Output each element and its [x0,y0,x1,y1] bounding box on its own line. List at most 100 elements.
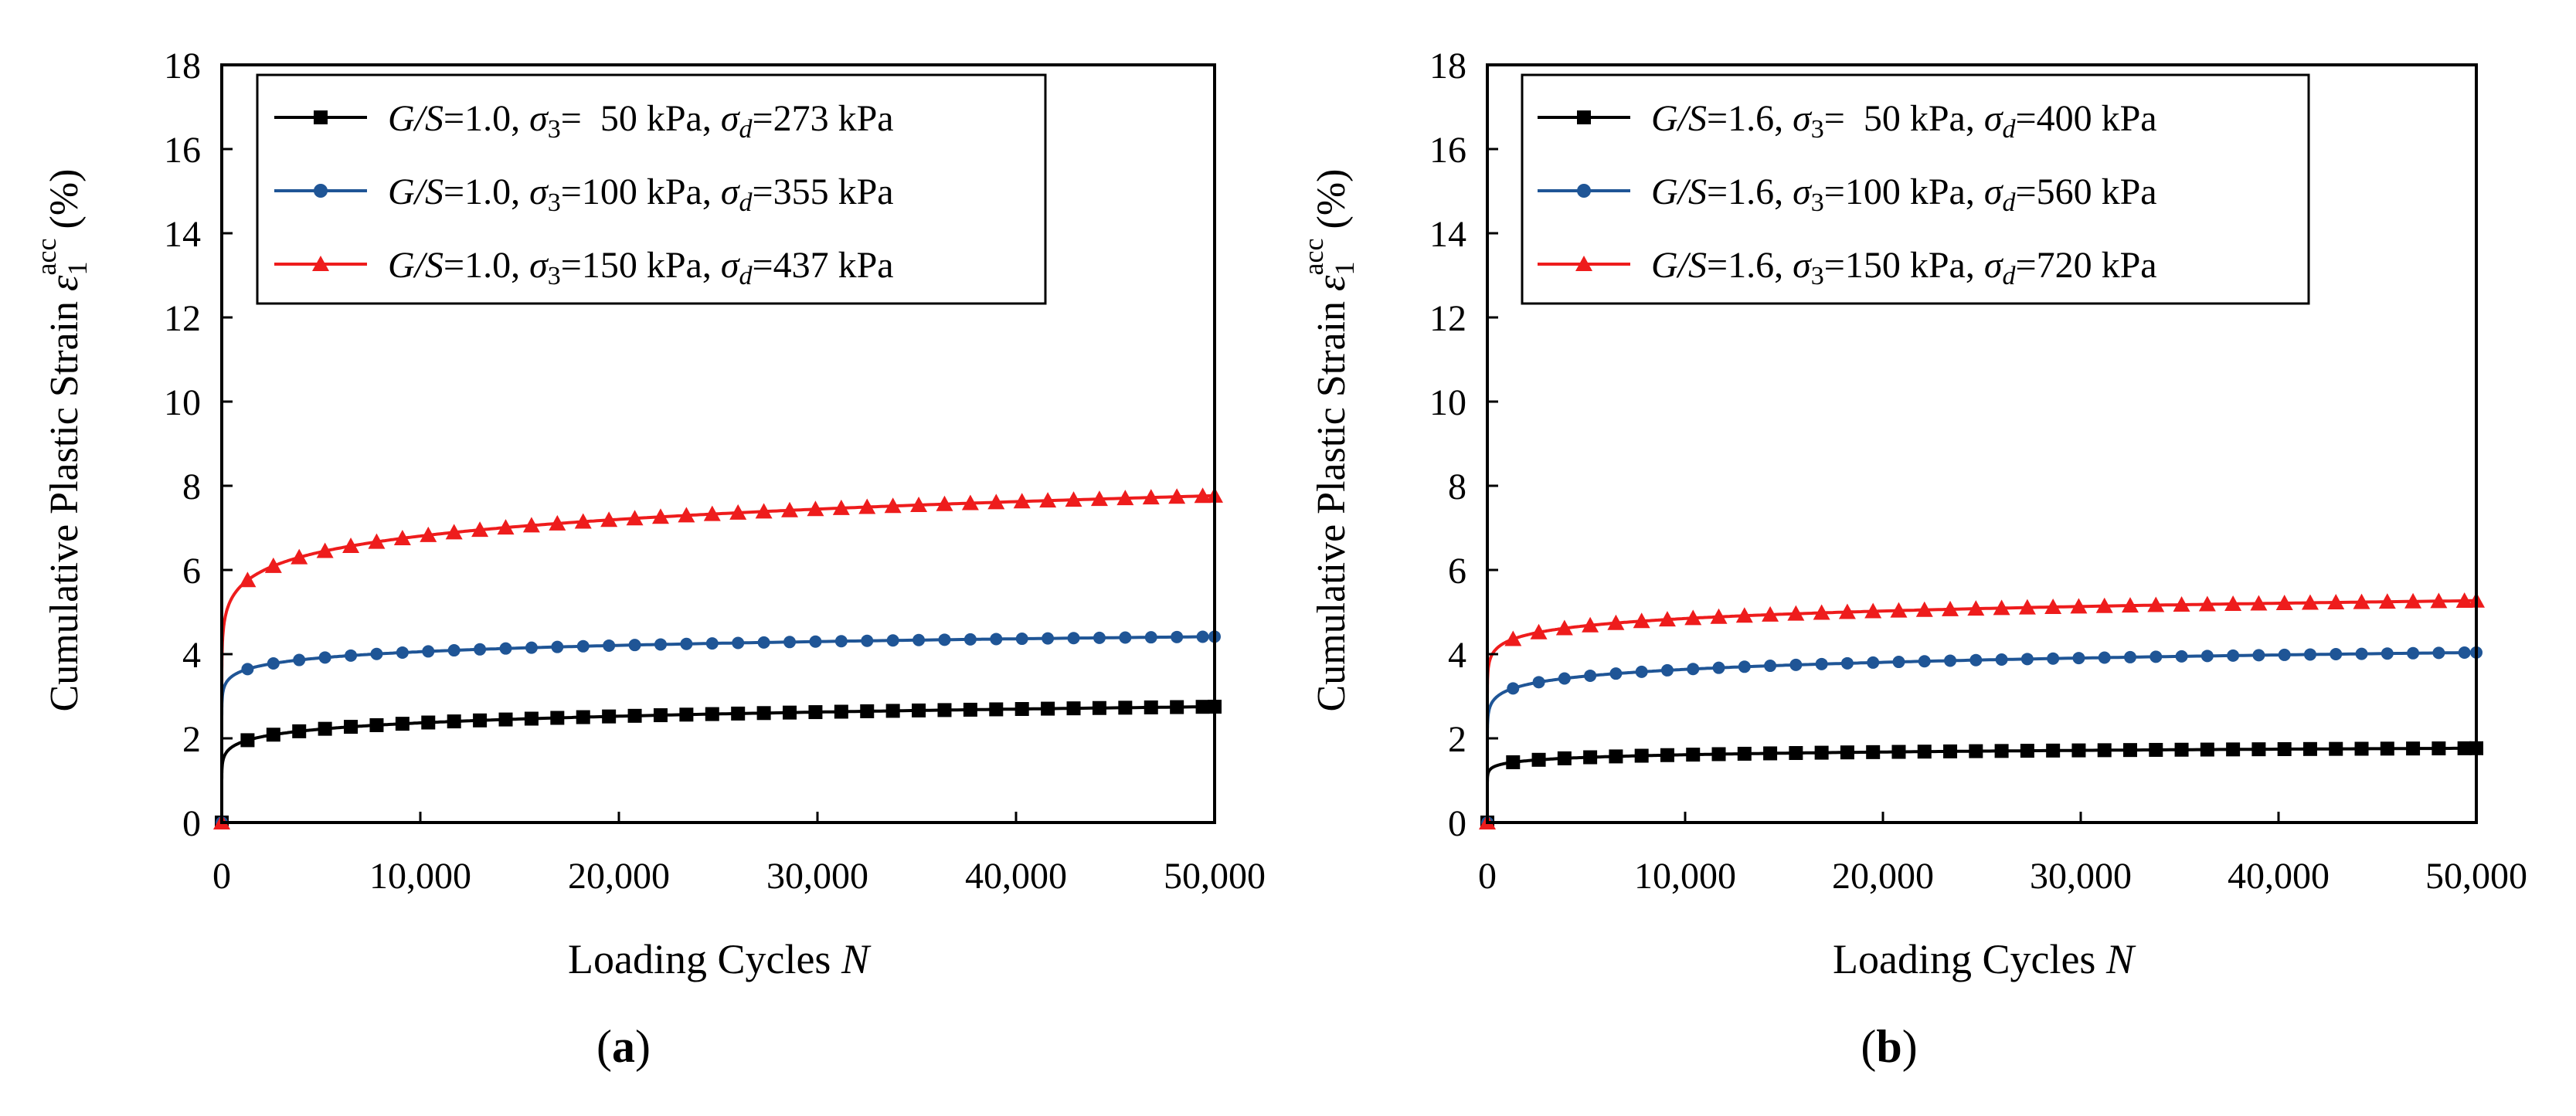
data-point [963,702,977,717]
y-tick-labels-b: 0 2 4 6 8 10 12 14 16 18 [1429,46,1466,844]
data-point [368,533,386,549]
legend-swatch-marker [1577,110,1591,124]
data-point [2407,646,2420,660]
data-point [393,529,411,545]
data-point [2149,650,2163,663]
data-point [2098,651,2111,664]
data-point [370,647,383,660]
data-point [910,496,928,512]
y-tick-label: 18 [164,46,201,86]
y-tick-label: 0 [182,803,201,844]
data-point [1507,682,1520,695]
data-point [626,510,644,526]
y-tick-label: 6 [182,551,201,592]
data-point [2227,649,2240,662]
legend-label: G/S=1.0, σ3=150 kPa, σd=437 kPa [388,245,894,290]
x-tick-labels-b: 0 10,000 20,000 30,000 40,000 50,000 [1478,856,2527,897]
legend-swatch-marker [314,184,328,198]
data-point [241,663,254,676]
series-line-1-1 [1486,650,2476,823]
data-point [2380,741,2394,756]
data-point [627,708,642,723]
x-tick-label: 50,000 [2425,856,2527,897]
data-point [2200,650,2214,663]
data-point [1066,701,1081,716]
legend-swatch-marker [312,256,329,271]
data-point [755,503,773,519]
data-point [1531,752,1546,767]
data-point [2020,653,2034,666]
data-point [1582,616,1599,633]
data-point [602,709,617,724]
x-tick-label: 20,000 [1832,856,1934,897]
y-axis-epsilon-sub-a: 1 [62,261,93,275]
y-tick-label: 6 [1448,551,1466,592]
data-point [1993,599,2010,616]
x-ticks-a [419,812,1018,823]
y-axis-epsilon-sup-a: acc [31,239,62,276]
data-point [1530,623,1548,639]
x-axis-var-a: N [841,936,872,982]
data-point [293,653,306,667]
data-point [551,640,564,653]
data-point [1609,667,1623,680]
data-point [473,713,488,728]
x-tick-label: 40,000 [2228,856,2330,897]
y-tick-label: 4 [1448,635,1466,676]
data-point [1917,745,1932,759]
y-axis-label-text-a: Cumulative Plastic Strain [42,301,87,712]
data-point [318,651,331,664]
data-point [1633,612,1650,629]
data-point [1583,750,1598,765]
panel-a: Cumulative Plastic Strain ε1acc (%) 0 2 4… [31,46,1266,1072]
data-point [1969,653,1983,667]
data-point [292,724,307,738]
data-point [1116,490,1134,506]
y-tick-label: 4 [182,635,201,676]
data-point [1867,656,1880,669]
data-point [2327,594,2345,610]
y-axis-epsilon-sup-b: acc [1298,239,1329,276]
data-point [2173,596,2190,612]
data-point [861,634,874,647]
data-point [1635,665,1648,678]
x-tick-label: 0 [212,856,231,897]
y-tick-label: 18 [1429,46,1466,86]
data-point [1144,700,1158,714]
data-point [1171,630,1184,643]
data-point [1915,601,1933,617]
data-point [576,639,590,653]
data-point [1918,655,1931,668]
data-point [1039,492,1057,508]
data-point [731,706,746,721]
data-point [703,505,721,521]
legend-label: G/S=1.6, σ3= 50 kPa, σd=400 kPa [1651,98,2157,144]
data-point [525,641,538,654]
data-point [2354,741,2369,756]
data-point [2200,742,2214,757]
data-point [522,517,540,533]
data-point [2432,741,2446,756]
y-tick-label: 16 [1429,130,1466,171]
y-tick-label: 2 [1448,719,1466,760]
data-point [654,638,667,651]
y-tick-label: 2 [182,719,201,760]
data-point [885,704,900,718]
axes-frame-b [1486,63,2478,824]
data-point [2275,594,2293,610]
data-point [1042,632,1055,645]
data-point [318,721,332,736]
legend-label: G/S=1.0, σ3=100 kPa, σd=355 kPa [388,171,894,217]
y-ticks-a [222,148,233,740]
data-point [2406,741,2421,756]
data-point [628,639,641,652]
data-point [963,633,977,646]
data-point [756,706,771,721]
data-point [990,633,1003,646]
data-point [679,707,694,722]
data-point [937,703,952,717]
data-point [2174,742,2189,757]
data-point [1890,602,1908,618]
legend-entry: G/S=1.0, σ3= 50 kPa, σd=273 kPa [274,98,894,144]
